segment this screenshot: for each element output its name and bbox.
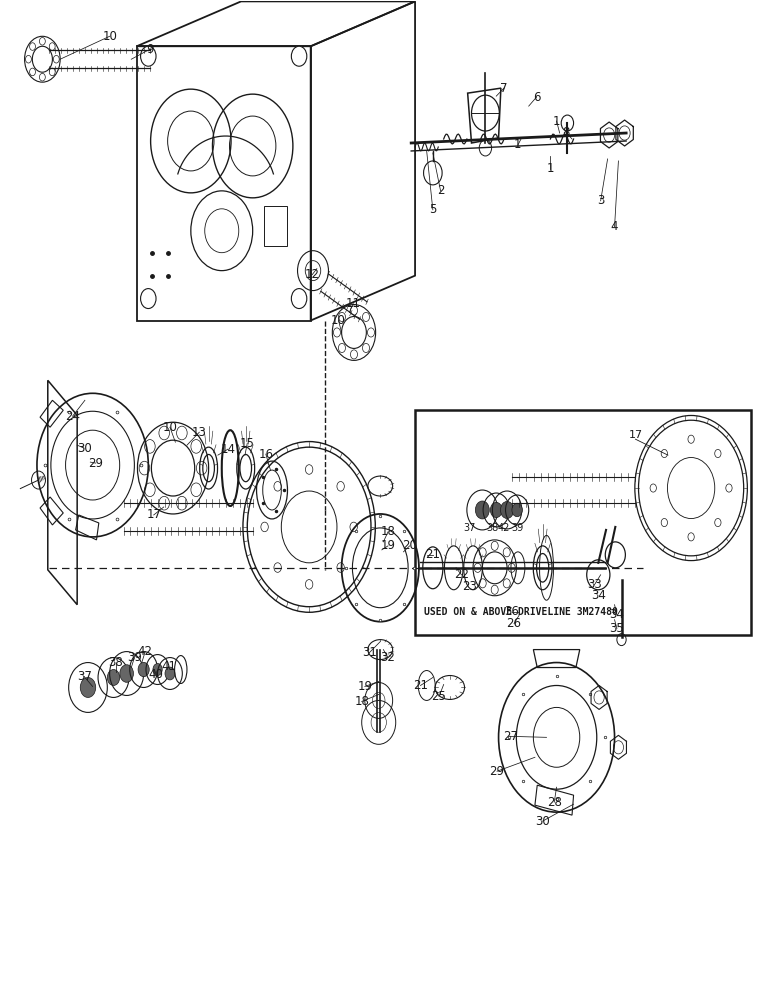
- Text: 40: 40: [148, 668, 164, 681]
- Text: 1: 1: [514, 138, 521, 151]
- Text: 29: 29: [490, 765, 504, 778]
- Text: 21: 21: [425, 548, 440, 561]
- Text: 4: 4: [611, 220, 618, 233]
- Text: 34: 34: [591, 589, 606, 602]
- Circle shape: [501, 501, 514, 518]
- Circle shape: [138, 662, 149, 677]
- Text: 2: 2: [437, 184, 445, 197]
- Circle shape: [490, 502, 502, 518]
- Circle shape: [140, 46, 156, 66]
- Text: 25: 25: [431, 690, 446, 703]
- Text: 39: 39: [127, 651, 142, 664]
- Text: 10: 10: [331, 314, 346, 327]
- Text: 14: 14: [220, 443, 235, 456]
- Text: 35: 35: [609, 622, 624, 635]
- Text: 31: 31: [362, 646, 377, 659]
- Circle shape: [291, 289, 307, 309]
- Text: 22: 22: [454, 568, 469, 581]
- Text: 37: 37: [463, 523, 476, 533]
- Text: 29: 29: [88, 457, 103, 470]
- Text: 6: 6: [532, 91, 540, 104]
- Circle shape: [476, 501, 490, 519]
- Text: 32: 32: [380, 651, 396, 664]
- Text: 19: 19: [380, 539, 396, 552]
- Text: 10: 10: [102, 30, 117, 43]
- Circle shape: [120, 665, 133, 682]
- Text: 23: 23: [462, 580, 477, 593]
- Text: 41: 41: [161, 660, 176, 673]
- Text: 8: 8: [562, 126, 570, 139]
- Text: 28: 28: [547, 796, 562, 809]
- Text: 36: 36: [504, 605, 519, 618]
- Circle shape: [107, 670, 120, 685]
- Circle shape: [165, 667, 175, 680]
- Bar: [415, 410, 751, 635]
- Text: 1: 1: [546, 162, 554, 175]
- Text: 9: 9: [146, 43, 154, 56]
- Text: 5: 5: [429, 203, 437, 216]
- Text: 38: 38: [109, 656, 123, 669]
- Text: 15: 15: [240, 437, 255, 450]
- Text: 37: 37: [77, 670, 92, 683]
- Text: 21: 21: [413, 679, 428, 692]
- Text: 38: 38: [487, 523, 498, 533]
- Circle shape: [291, 46, 307, 66]
- Text: 33: 33: [587, 578, 602, 591]
- Text: 20: 20: [402, 539, 417, 552]
- Text: 18: 18: [355, 695, 369, 708]
- Text: 7: 7: [501, 82, 508, 95]
- Text: 24: 24: [65, 410, 80, 423]
- Text: 17: 17: [629, 430, 643, 440]
- Text: 42: 42: [497, 523, 510, 533]
- Text: 12: 12: [305, 268, 320, 281]
- Text: 30: 30: [535, 815, 550, 828]
- Circle shape: [140, 289, 156, 309]
- Text: USED ON & ABOVE DRIVELINE 3M27480: USED ON & ABOVE DRIVELINE 3M27480: [424, 607, 618, 617]
- Text: 39: 39: [512, 523, 524, 533]
- Text: 27: 27: [503, 730, 518, 743]
- Text: 13: 13: [192, 426, 206, 439]
- Text: 17: 17: [146, 508, 161, 521]
- Circle shape: [80, 678, 95, 697]
- Circle shape: [512, 503, 522, 517]
- Text: 11: 11: [345, 297, 361, 310]
- Text: 3: 3: [597, 194, 605, 207]
- Text: 1: 1: [553, 115, 560, 128]
- Text: 16: 16: [258, 448, 273, 461]
- Text: 26: 26: [507, 617, 521, 630]
- Bar: [265, 206, 287, 246]
- Text: 42: 42: [137, 645, 153, 658]
- Text: 34: 34: [609, 608, 625, 621]
- Text: 30: 30: [77, 442, 92, 455]
- Text: 10: 10: [162, 421, 178, 434]
- Circle shape: [153, 664, 162, 676]
- Text: 19: 19: [357, 680, 372, 693]
- Text: 18: 18: [380, 525, 396, 538]
